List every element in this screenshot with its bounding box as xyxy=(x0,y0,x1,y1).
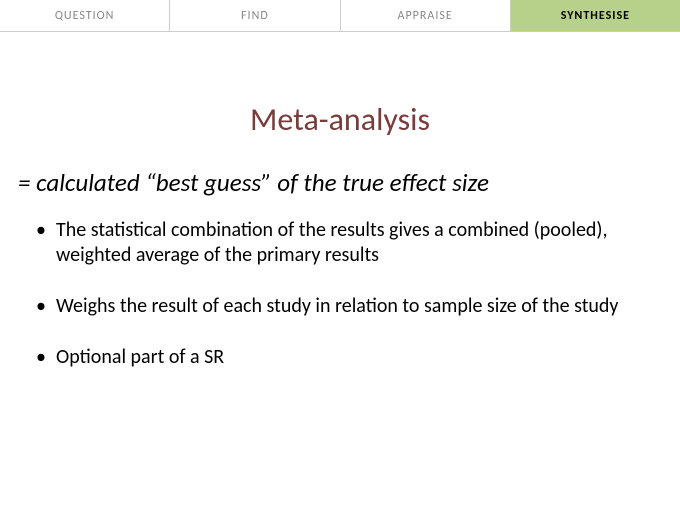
bullet-list: The statistical combination of the resul… xyxy=(0,218,680,370)
bullet-item: Optional part of a SR xyxy=(36,345,632,370)
tab-label: APPRAISE xyxy=(398,9,453,23)
tab-question[interactable]: QUESTION xyxy=(0,0,170,32)
tab-label: SYNTHESISE xyxy=(561,9,630,23)
tab-find[interactable]: FIND xyxy=(170,0,340,32)
tab-row: QUESTION FIND APPRAISE SYNTHESISE xyxy=(0,0,680,32)
slide-subtitle: = calculated “best guess” of the true ef… xyxy=(0,167,680,198)
tab-appraise[interactable]: APPRAISE xyxy=(341,0,511,32)
tab-label: FIND xyxy=(241,9,269,23)
tab-label: QUESTION xyxy=(55,9,115,23)
tab-synthesise[interactable]: SYNTHESISE xyxy=(511,0,680,32)
slide-title: Meta-analysis xyxy=(0,100,680,139)
bullet-item: Weighs the result of each study in relat… xyxy=(36,294,632,319)
bullet-item: The statistical combination of the resul… xyxy=(36,218,632,268)
